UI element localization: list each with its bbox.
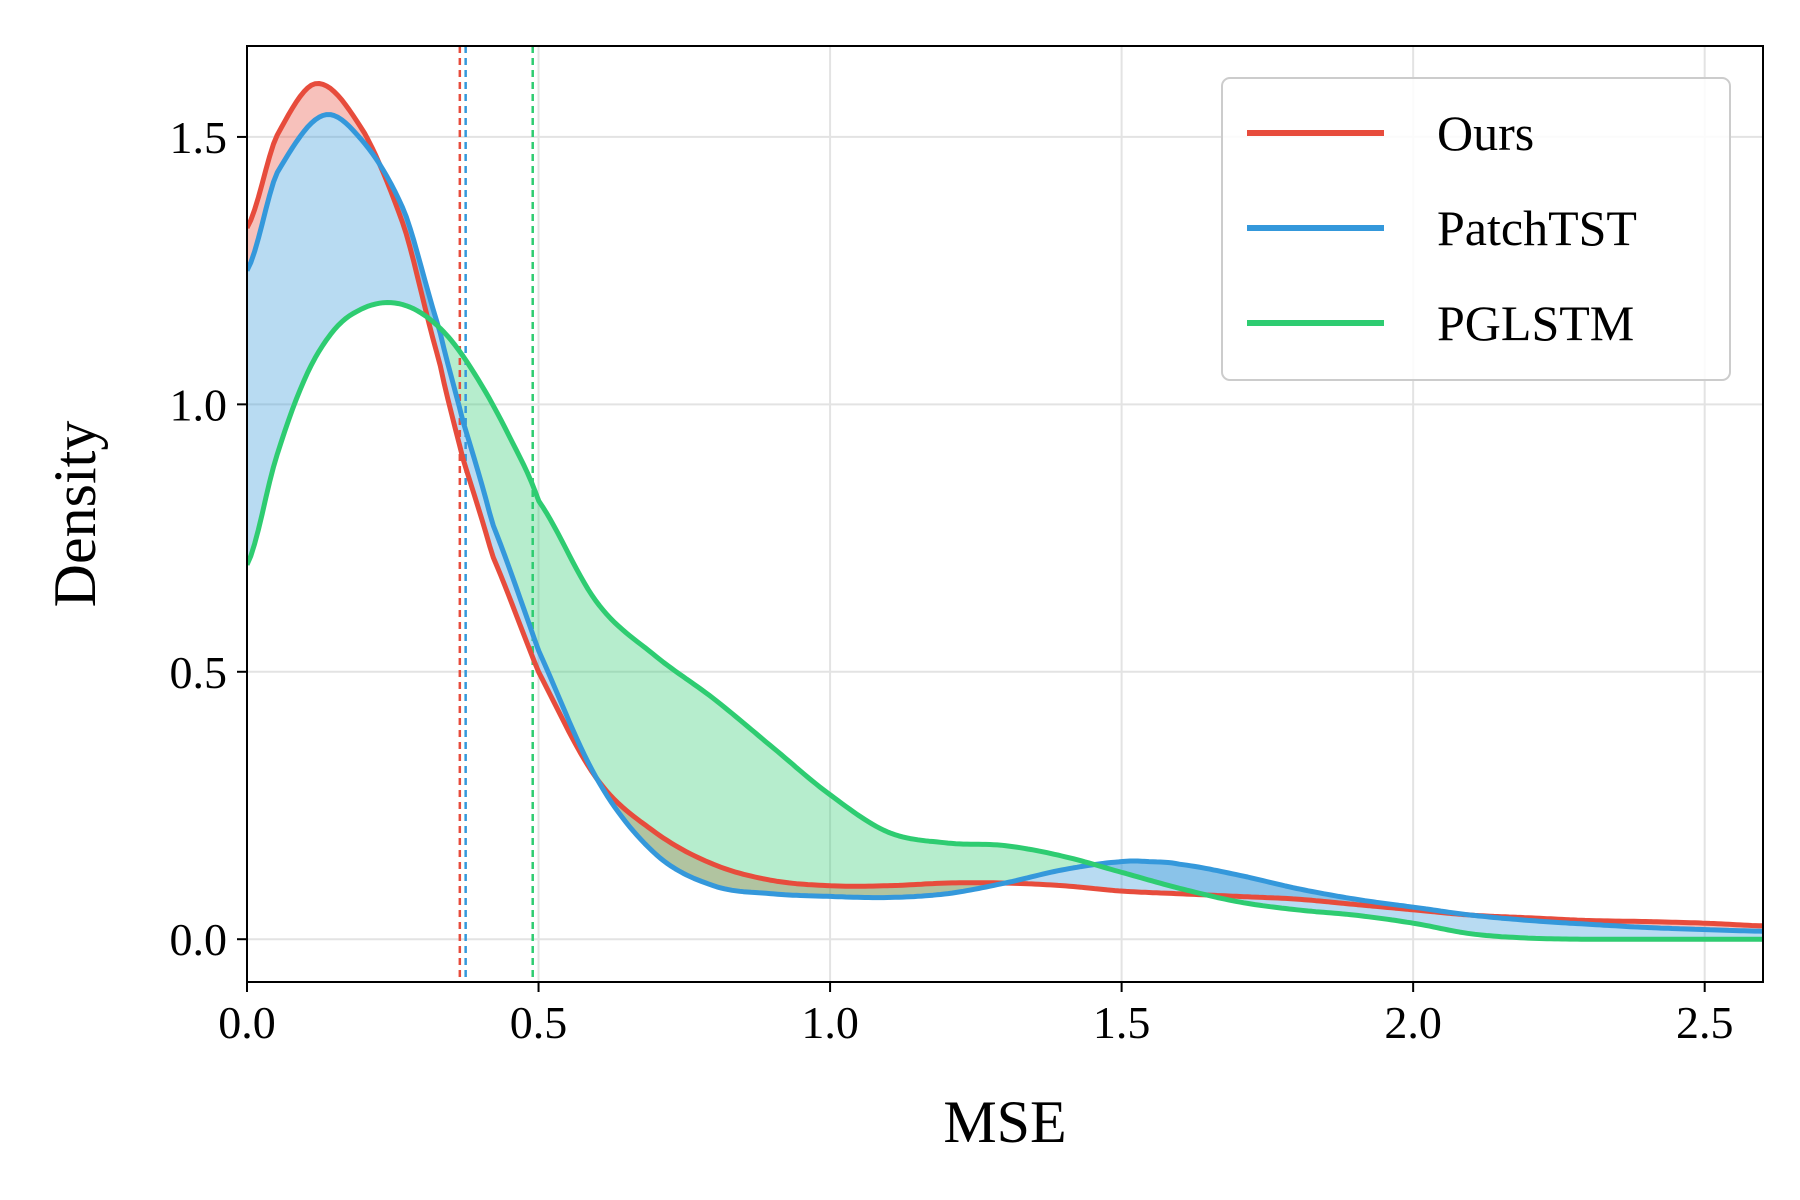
x-tick-label: 0.5 — [510, 997, 568, 1048]
x-tick-label: 2.5 — [1676, 997, 1734, 1048]
y-tick-label: 1.0 — [170, 379, 228, 430]
y-tick-label: 0.0 — [170, 914, 228, 965]
x-tick-label: 0.0 — [218, 997, 276, 1048]
plot-frame — [246, 45, 1764, 983]
x-tick-label: 1.0 — [801, 997, 859, 1048]
x-tick-label: 1.5 — [1093, 997, 1151, 1048]
fill-ours — [599, 782, 1005, 898]
y-axis-ticks: 0.0 0.5 1.0 1.5 — [170, 112, 247, 965]
legend: Ours PatchTST PGLSTM — [1221, 77, 1731, 381]
x-tick-label: 2.0 — [1384, 997, 1442, 1048]
y-tick-label: 1.5 — [170, 112, 228, 163]
mean-lines — [458, 46, 534, 982]
y-tick-label: 0.5 — [170, 647, 228, 698]
legend-label-ours: Ours — [1437, 105, 1534, 161]
y-axis-title: Density — [42, 421, 108, 608]
fill-pglstm — [440, 328, 1096, 898]
legend-label-pglstm: PGLSTM — [1437, 295, 1634, 351]
legend-label-patchtst: PatchTST — [1437, 200, 1637, 256]
fill-patchtst — [247, 114, 441, 565]
density-curves — [247, 81, 1763, 942]
legend-box — [1221, 77, 1731, 381]
x-axis-ticks: 0.0 0.5 1.0 1.5 2.0 2.5 — [218, 982, 1733, 1048]
curve-pglstm — [247, 300, 1763, 942]
curve-patchtst — [247, 112, 1763, 934]
x-axis-title: MSE — [943, 1089, 1066, 1155]
